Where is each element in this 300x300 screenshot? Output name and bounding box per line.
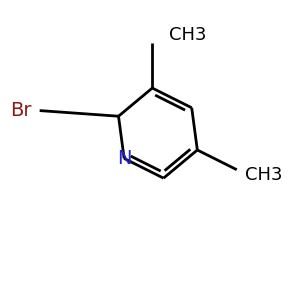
Text: CH3: CH3 [169, 26, 207, 44]
Text: Br: Br [10, 101, 31, 120]
Text: N: N [117, 149, 131, 168]
Text: CH3: CH3 [245, 166, 283, 184]
